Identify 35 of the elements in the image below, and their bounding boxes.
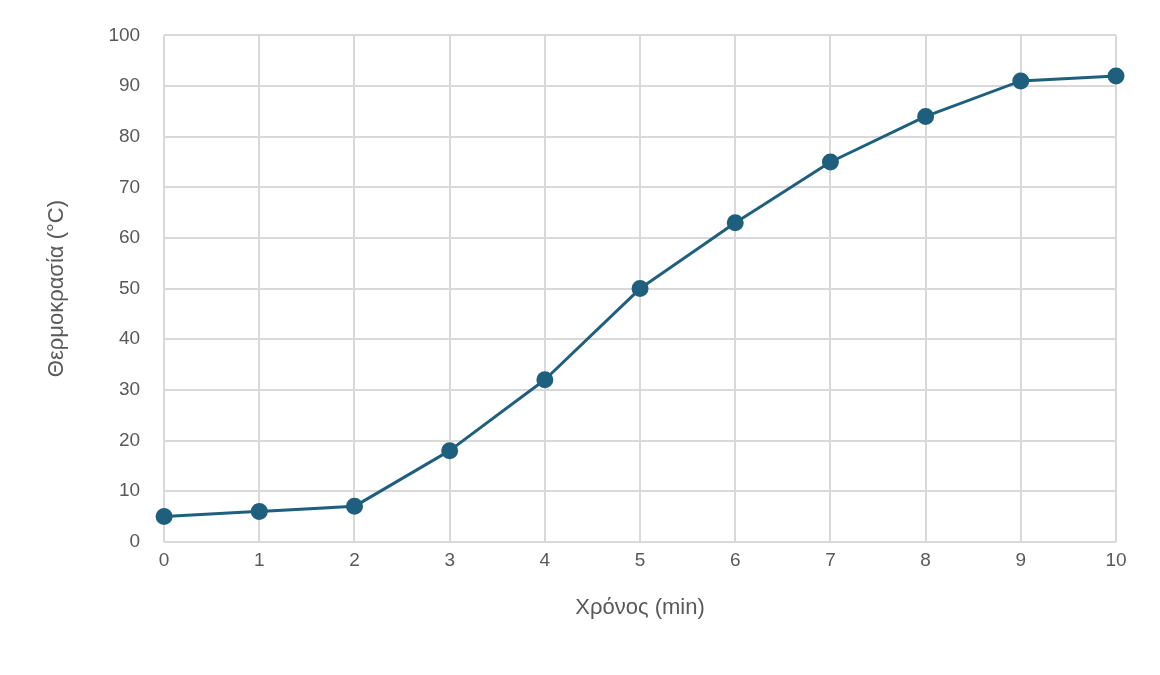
x-tick-label: 0: [158, 549, 170, 571]
y-tick-label: 100: [108, 23, 141, 45]
point: [441, 442, 459, 460]
x-tick-label: 7: [825, 549, 836, 571]
y-tick-label: 40: [118, 327, 141, 349]
x-tick-label: 8: [920, 549, 931, 571]
x-axis-title: Χρόνος (min): [575, 593, 705, 619]
y-tick-label: 50: [118, 276, 141, 298]
y-axis-title: Θερμοκρασία (°C): [43, 199, 69, 378]
point: [821, 153, 839, 171]
x-tick-label: 5: [634, 549, 646, 571]
x-tick-label: 10: [1105, 549, 1127, 571]
y-tick-label: 20: [118, 428, 141, 450]
y-tick-label: 70: [118, 175, 141, 197]
point: [1107, 67, 1125, 85]
x-tick-label: 6: [729, 549, 741, 571]
y-tick-label: 30: [118, 378, 141, 400]
point: [917, 107, 935, 125]
x-tick-label: 1: [254, 549, 265, 571]
y-tick-label: 60: [118, 226, 141, 248]
x-tick-label: 9: [1015, 549, 1027, 571]
x-tick-label: 4: [539, 549, 551, 571]
y-tick-label: 10: [118, 479, 141, 501]
point: [631, 280, 649, 298]
point: [250, 502, 268, 520]
point: [1012, 72, 1030, 90]
x-tick-label: 2: [349, 549, 360, 571]
x-tick-label: 3: [444, 549, 455, 571]
point: [155, 507, 173, 525]
y-tick-label: 0: [129, 530, 141, 552]
y-tick-label: 80: [118, 124, 141, 146]
point: [345, 497, 363, 515]
point: [726, 214, 744, 232]
point: [536, 371, 554, 389]
y-tick-label: 90: [118, 74, 141, 96]
